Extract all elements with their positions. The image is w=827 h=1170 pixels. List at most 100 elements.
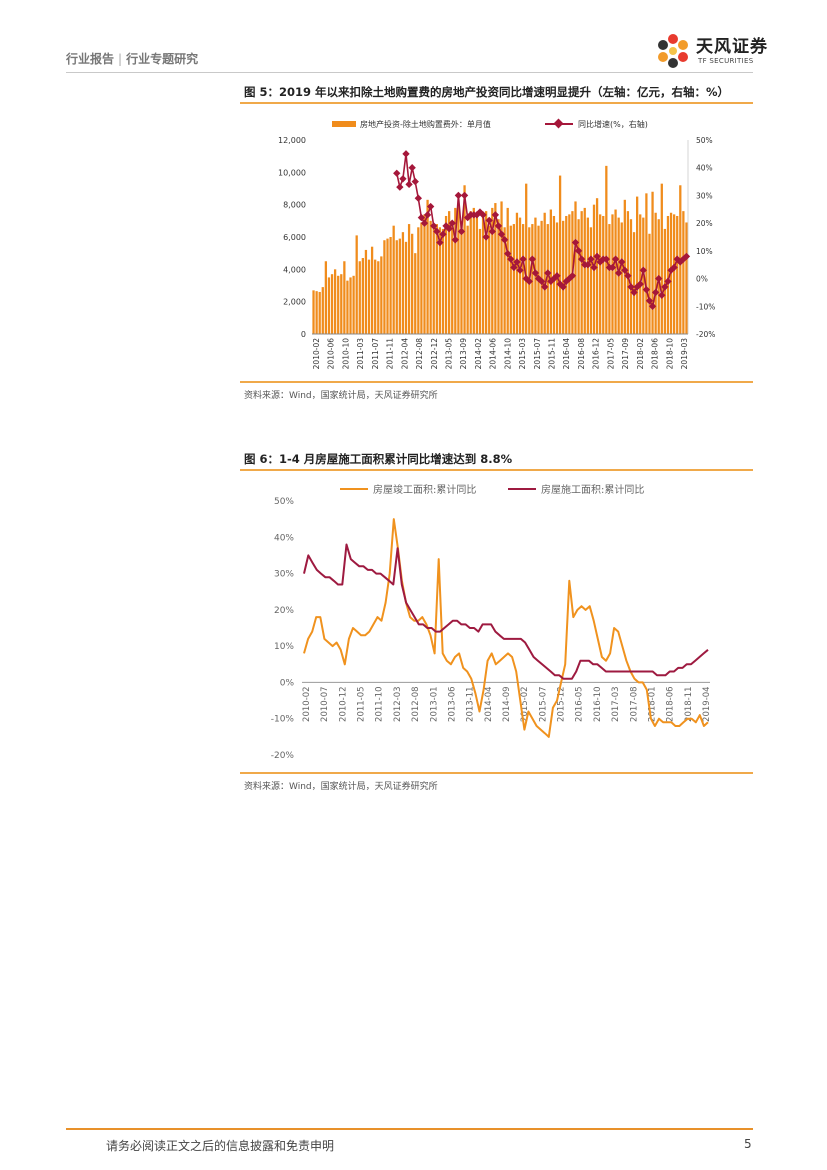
bar-mark [444,215,448,334]
bar-mark [645,193,648,334]
y-left-tick-label: 2,000 [283,298,306,307]
bar-mark [441,228,445,334]
x-tick-label: 2010-02 [312,338,321,370]
y-tick-label: 10% [274,642,294,652]
bar-mark [432,227,435,334]
line-point-marker [593,252,601,261]
y-right-tick-label: -10% [696,302,715,311]
bar-mark [605,165,608,334]
bar-mark [642,217,645,334]
line-point-marker [393,169,401,177]
bar-mark [565,215,568,334]
line-point-marker [497,230,506,238]
line-point-marker [402,150,410,158]
bar-mark [540,220,543,334]
x-tick-label: 2016-10 [593,686,603,722]
bar-mark [531,224,534,334]
legend-label-bar: 房地产投资-除土地购置费外：单月值 [360,119,491,129]
line-point-marker [426,202,435,211]
bar-mark [404,241,408,334]
x-tick-label: 2015-03 [518,338,527,370]
legend-label-construction: 房屋施工面积:累计同比 [541,483,644,496]
bar-mark [330,274,334,334]
bar-mark [676,215,679,334]
bar-mark [367,259,371,334]
bar-mark [429,220,432,334]
bar-mark [407,224,411,334]
legend-marker-line [553,118,564,129]
line-point-marker [430,222,438,230]
bar-mark [457,206,460,334]
bar-mark [383,240,386,334]
bar-mark [580,211,583,334]
x-tick-label: 2018-11 [684,686,694,722]
logo-chinese-name: 天风证券 [696,37,768,57]
line-point-marker [460,191,469,200]
figure6-bottom-rule [240,772,753,774]
y-right-tick-label: 30% [696,191,713,200]
x-tick-label: 2017-03 [611,686,621,722]
line-point-marker [568,272,577,280]
bar-mark [503,227,506,334]
x-tick-label: 2015-07 [533,338,542,370]
bar-mark [602,215,605,334]
y-left-tick-label: 10,000 [278,168,306,177]
bar-mark [377,261,380,334]
bar-mark [389,237,392,334]
line-point-marker [408,164,416,172]
y-right-tick-label: 50% [696,136,713,145]
bar-mark [478,228,482,334]
figure5-title: 图 5：2019 年以来扣除土地购置费的房地产投资同比增速明显提升（左轴：亿元，… [244,85,730,99]
y-left-tick-label: 6,000 [283,233,306,242]
bar-mark [343,261,346,334]
x-tick-label: 2011-10 [375,686,385,722]
bar-mark [435,224,438,334]
bar-mark [349,277,352,334]
bar-mark [318,291,321,334]
bar-mark [315,291,318,334]
bar-mark [577,219,580,334]
x-tick-label: 2015-02 [520,686,530,722]
x-tick-label: 2016-04 [562,338,571,370]
bar-mark [682,211,685,334]
x-tick-label: 2013-11 [466,686,476,722]
bar-mark [417,227,420,334]
bar-mark [685,222,688,334]
footer-divider [66,1128,753,1130]
bar-mark [500,201,503,334]
x-tick-label: 2011-07 [371,338,380,370]
y-tick-label: 50% [274,497,294,507]
bar-mark [392,225,395,334]
line-point-marker [624,272,632,280]
series-line-completed-area [303,518,709,738]
bar-mark [380,256,383,334]
x-tick-label: 2012-12 [430,338,439,370]
bar-mark [426,199,429,334]
x-tick-label: 2017-09 [621,338,630,370]
bar-mark [562,220,565,334]
line-point-marker [577,255,586,263]
figure5-chart: 房地产投资-除土地购置费外：单月值 同比增速(%，右轴) 0 2,000 4,000 6,… [278,118,715,370]
bar-mark [398,238,401,334]
x-tick-label: 2010-07 [320,686,330,722]
bar-mark [546,224,549,334]
line-point-marker [433,227,441,236]
bar-mark [583,207,586,334]
report-header: 行业报告 | 行业专题研究 [66,50,198,67]
bar-mark [497,219,500,334]
line-point-marker [439,230,447,238]
bar-mark [361,258,364,334]
x-tick-label: 2015-12 [557,686,567,722]
header-separator: | [118,52,123,66]
flower-logo-icon [658,34,688,68]
x-tick-label: 2018-10 [665,338,674,370]
legend-label-line: 同比增速(%，右轴) [578,119,648,129]
bar-mark [423,214,426,334]
figure6-chart: 房屋竣工面积:累计同比 房屋施工面积:累计同比 -20% -10% 0% 10% 20% 30… [271,483,712,761]
y-left-tick-label: 0 [301,330,306,339]
bar-mark [333,269,337,334]
bar-mark [466,225,469,334]
line-point-marker [642,285,651,294]
bar-mark [620,222,623,334]
bar-mark [589,227,593,334]
